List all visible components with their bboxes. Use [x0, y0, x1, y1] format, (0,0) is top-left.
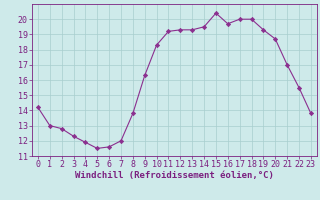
X-axis label: Windchill (Refroidissement éolien,°C): Windchill (Refroidissement éolien,°C) — [75, 171, 274, 180]
